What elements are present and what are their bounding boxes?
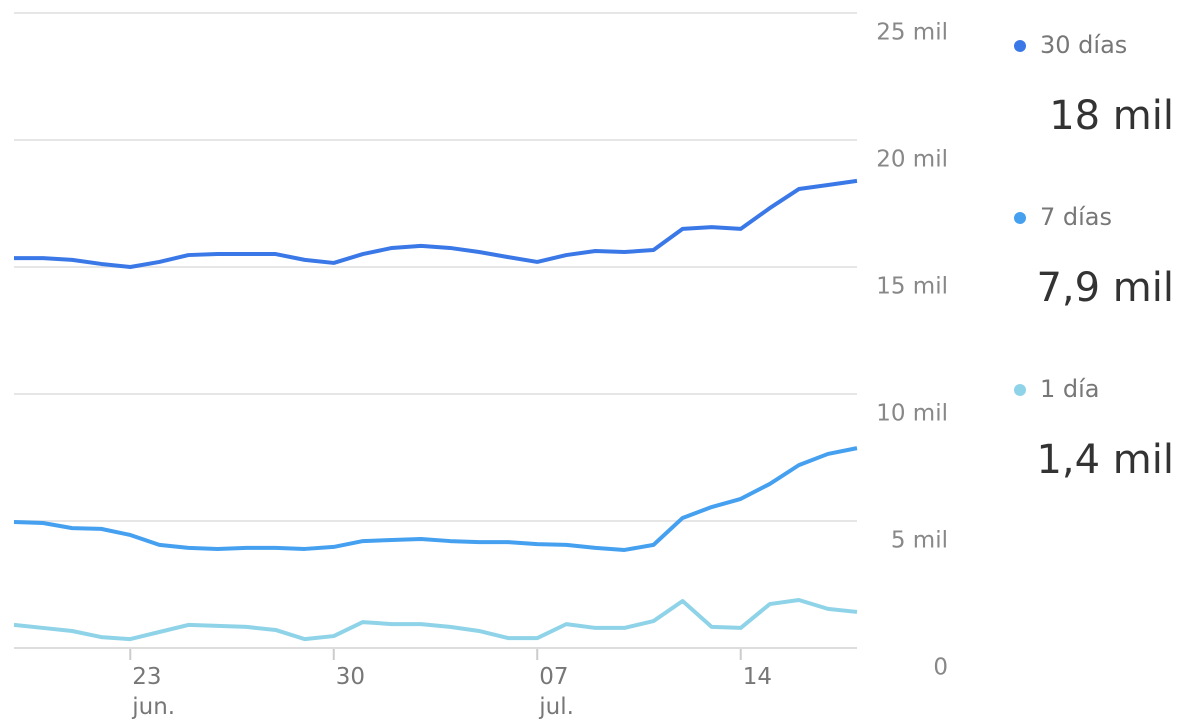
y-tick-label: 10 mil — [876, 401, 948, 427]
legend-value: 18 mil — [1049, 93, 1174, 139]
x-tick-label: 07 jul. — [539, 664, 574, 720]
series-line — [14, 178, 858, 269]
legend-value: 1,4 mil — [1036, 437, 1174, 483]
legend-dot — [1014, 212, 1026, 224]
legend-label: 7 días — [1040, 203, 1112, 231]
series-line — [13, 446, 858, 552]
legend-dot — [1014, 40, 1026, 52]
y-tick-label: 20 mil — [876, 147, 948, 173]
y-tick-label: 0 — [933, 655, 948, 681]
series-line — [13, 597, 858, 642]
y-tick-label: 5 mil — [891, 528, 948, 554]
x-tick-label: 23 jun. — [132, 664, 176, 720]
legend-dot — [1014, 384, 1026, 396]
x-tick-label: 30 — [335, 664, 366, 690]
legend-value: 7,9 mil — [1036, 265, 1174, 311]
y-tick-label: 15 mil — [876, 274, 948, 300]
x-tick-label: 14 — [742, 664, 772, 690]
legend-label: 30 días — [1040, 31, 1127, 59]
y-tick-label: 25 mil — [876, 20, 948, 46]
legend-label: 1 día — [1040, 375, 1100, 403]
